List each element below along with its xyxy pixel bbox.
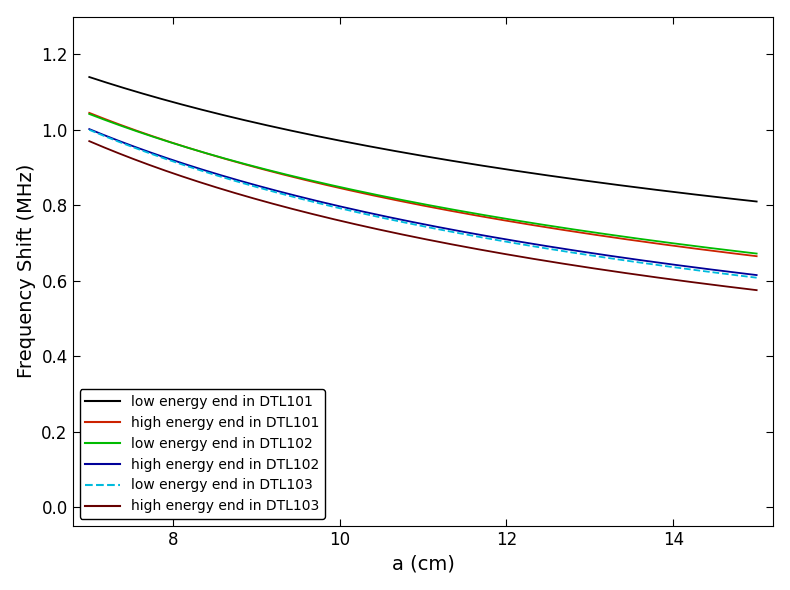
low energy end in DTL103 [482, 235, 491, 242]
low energy end in DTL102 [631, 235, 641, 242]
low energy end in DTL101 [482, 163, 491, 170]
low energy end in DTL103 [631, 258, 641, 266]
high energy end in DTL103 [735, 285, 745, 292]
high energy end in DTL101 [482, 214, 491, 221]
low energy end in DTL101 [85, 74, 94, 81]
low energy end in DTL102 [735, 248, 745, 255]
high energy end in DTL102 [752, 271, 762, 278]
low energy end in DTL103 [735, 272, 745, 279]
high energy end in DTL102 [631, 256, 641, 263]
Line: high energy end in DTL103: high energy end in DTL103 [89, 141, 757, 290]
low energy end in DTL102 [482, 212, 491, 219]
low energy end in DTL101 [735, 196, 745, 204]
low energy end in DTL101 [405, 150, 415, 158]
Line: low energy end in DTL101: low energy end in DTL101 [89, 77, 757, 202]
low energy end in DTL102 [401, 197, 411, 204]
high energy end in DTL102 [735, 270, 745, 277]
Line: high energy end in DTL102: high energy end in DTL102 [89, 129, 757, 275]
high energy end in DTL101 [85, 109, 94, 116]
high energy end in DTL103 [85, 137, 94, 145]
high energy end in DTL102 [401, 217, 411, 224]
high energy end in DTL102 [446, 226, 455, 233]
low energy end in DTL103 [446, 228, 455, 235]
low energy end in DTL101 [401, 149, 411, 156]
high energy end in DTL103 [405, 232, 415, 240]
low energy end in DTL103 [752, 274, 762, 281]
high energy end in DTL102 [482, 232, 491, 240]
low energy end in DTL102 [85, 110, 94, 117]
low energy end in DTL101 [446, 157, 455, 164]
high energy end in DTL103 [446, 241, 455, 248]
high energy end in DTL101 [446, 207, 455, 214]
high energy end in DTL103 [631, 271, 641, 278]
low energy end in DTL102 [446, 205, 455, 212]
low energy end in DTL102 [405, 198, 415, 205]
Line: low energy end in DTL102: low energy end in DTL102 [89, 114, 757, 254]
high energy end in DTL101 [752, 253, 762, 260]
Y-axis label: Frequency Shift (MHz): Frequency Shift (MHz) [17, 164, 36, 378]
Line: low energy end in DTL103: low energy end in DTL103 [89, 130, 757, 278]
low energy end in DTL103 [405, 220, 415, 227]
high energy end in DTL102 [405, 218, 415, 225]
high energy end in DTL101 [631, 237, 641, 244]
low energy end in DTL101 [752, 198, 762, 205]
X-axis label: a (cm): a (cm) [392, 555, 454, 573]
low energy end in DTL102 [752, 250, 762, 257]
high energy end in DTL101 [735, 251, 745, 258]
low energy end in DTL101 [631, 184, 641, 191]
high energy end in DTL101 [405, 199, 415, 206]
high energy end in DTL103 [752, 287, 762, 294]
high energy end in DTL103 [401, 232, 411, 239]
high energy end in DTL102 [85, 126, 94, 133]
low energy end in DTL103 [401, 219, 411, 227]
high energy end in DTL101 [401, 199, 411, 206]
Line: high energy end in DTL101: high energy end in DTL101 [89, 113, 757, 256]
low energy end in DTL103 [85, 126, 94, 133]
high energy end in DTL103 [482, 247, 491, 254]
Legend: low energy end in DTL101, high energy end in DTL101, low energy end in DTL102, h: low energy end in DTL101, high energy en… [80, 389, 325, 519]
